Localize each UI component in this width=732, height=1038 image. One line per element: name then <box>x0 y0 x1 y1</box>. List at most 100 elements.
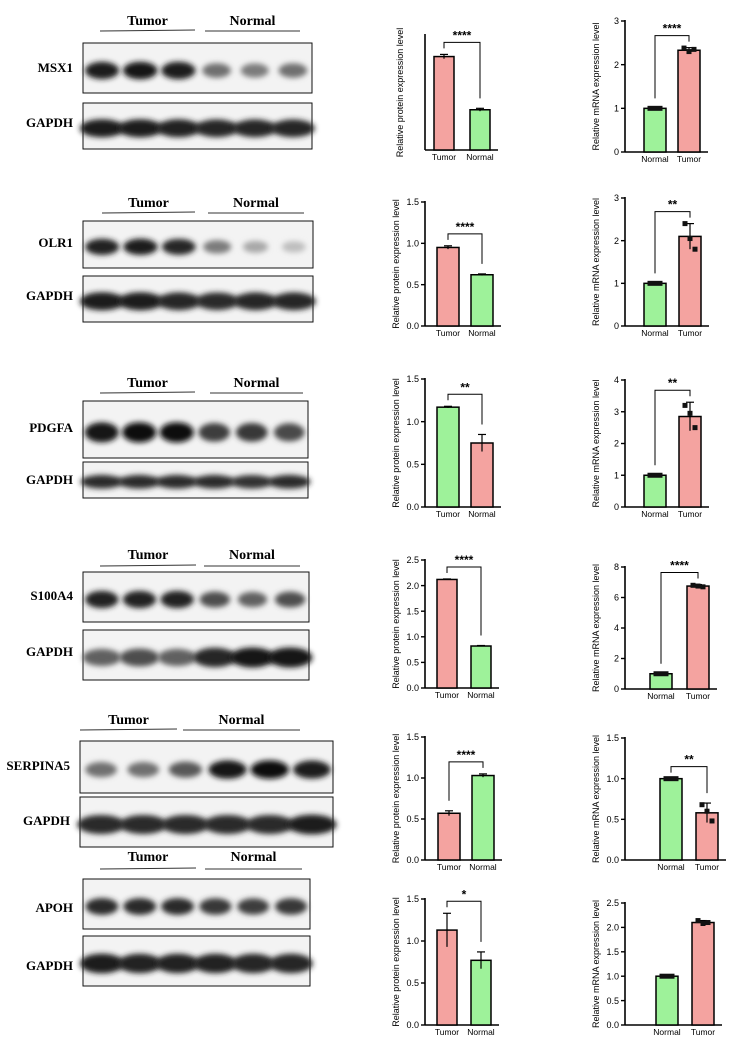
data-point <box>658 671 664 677</box>
gapdh-blot <box>79 102 315 150</box>
band <box>293 760 331 779</box>
gapdh-blot <box>80 461 311 499</box>
target-blot-frame <box>82 571 310 623</box>
significance-bracket <box>443 41 481 99</box>
band <box>278 63 308 78</box>
band <box>119 814 168 835</box>
y-tick-label: 1.0 <box>406 417 419 427</box>
y-axis-label: Relative mRNA expression level <box>591 735 601 863</box>
y-tick-label: 0.0 <box>406 683 419 693</box>
bar <box>643 282 667 327</box>
gene-label: SERPINA5 <box>6 758 70 773</box>
data-point <box>687 236 693 242</box>
significance-bracket <box>447 393 483 425</box>
bar <box>437 812 461 861</box>
data-point <box>681 45 687 51</box>
band <box>127 761 160 778</box>
group-label-tumor: Tumor <box>128 548 169 563</box>
band <box>85 590 119 609</box>
y-tick-label: 1.0 <box>606 971 619 981</box>
band <box>85 761 117 778</box>
band <box>199 591 231 608</box>
band <box>157 648 197 667</box>
y-tick-label: 2 <box>614 236 619 246</box>
significance-bracket <box>654 211 691 274</box>
gapdh-blot <box>77 796 337 848</box>
x-tick-label: Tumor <box>435 1027 459 1037</box>
bar <box>470 645 492 689</box>
significance-bracket <box>660 572 699 664</box>
y-tick-label: 0 <box>614 147 619 157</box>
y-tick-label: 1.5 <box>606 733 619 743</box>
y-axis-label: Relative mRNA expression level <box>591 564 601 692</box>
data-point <box>657 105 663 111</box>
band <box>233 292 278 311</box>
band <box>161 238 196 255</box>
band <box>203 814 252 835</box>
x-tick-label: Normal <box>468 328 496 338</box>
gene-label: PDGFA <box>29 420 73 435</box>
chart-protein-msx1: Relative protein expression level Tumor No… <box>395 28 498 162</box>
band <box>230 647 275 668</box>
data-point <box>652 105 658 111</box>
band <box>119 648 160 667</box>
band <box>195 292 239 311</box>
chart-protein-pdgfa: 0.0 0.5 1.0 1.5 Relative protein expression … <box>391 374 501 519</box>
y-tick-label: 1.5 <box>406 894 419 904</box>
y-tick-label: 0 <box>614 321 619 331</box>
significance-label: **** <box>670 559 689 573</box>
group-label-normal: Normal <box>233 196 279 211</box>
band <box>159 422 194 443</box>
group-label-normal: Normal <box>219 713 265 728</box>
bar <box>436 578 458 689</box>
gene-label: OLR1 <box>38 235 73 250</box>
band <box>79 119 125 138</box>
y-axis-label: Relative protein expression level <box>391 378 401 508</box>
chart-protein-olr1: 0.0 0.5 1.0 1.5 Relative protein expression … <box>391 197 501 338</box>
band <box>237 591 268 608</box>
y-tick-label: 1 <box>614 470 619 480</box>
blot-panel-serpina5: Tumor Normal SERPINA5 GAPDH <box>6 713 337 848</box>
loading-label: GAPDH <box>26 644 73 659</box>
data-point <box>659 973 665 979</box>
data-point <box>704 808 710 814</box>
x-tick-label: Normal <box>467 690 495 700</box>
band <box>117 953 162 974</box>
target-blot-frame <box>82 878 311 930</box>
y-tick-label: 2.0 <box>606 923 619 933</box>
significance-label: **** <box>455 553 474 567</box>
y-tick-label: 0.5 <box>406 658 419 668</box>
target-blot-frame <box>82 42 313 94</box>
band <box>161 814 210 835</box>
bar <box>436 406 460 508</box>
band <box>193 647 237 668</box>
chart-mrna-pdgfa: 0 1 2 3 4 Relative mRNA expression level Norma… <box>591 375 709 519</box>
data-point <box>647 105 653 111</box>
y-tick-label: 2.5 <box>606 898 619 908</box>
band <box>230 475 273 489</box>
band <box>250 760 289 779</box>
band <box>117 119 163 138</box>
band <box>155 953 200 974</box>
band <box>80 474 124 489</box>
chart-protein-s100a4: 0.0 0.5 1.0 1.5 2.0 2.5 Relative protein expre… <box>391 553 499 700</box>
data-point <box>686 49 692 55</box>
y-axis-label: Relative mRNA expression level <box>591 22 601 150</box>
group-line-tumor <box>99 29 196 32</box>
band <box>198 423 231 442</box>
significance-label: * <box>462 887 467 901</box>
band <box>202 63 231 78</box>
x-tick-label: Normal <box>469 862 497 872</box>
band <box>123 238 158 256</box>
y-axis-label: Relative protein expression level <box>391 734 401 864</box>
band <box>194 119 239 138</box>
bar <box>470 959 492 1026</box>
y-tick-label: 1.5 <box>406 197 419 207</box>
band <box>267 647 313 668</box>
y-tick-label: 4 <box>614 623 619 633</box>
loading-label: GAPDH <box>26 472 73 487</box>
gene-label: MSX1 <box>38 60 73 75</box>
blot-panel-apoh: Tumor Normal APOH GAPDH <box>26 850 313 987</box>
data-point <box>669 973 675 979</box>
gene-label: APOH <box>35 900 73 915</box>
